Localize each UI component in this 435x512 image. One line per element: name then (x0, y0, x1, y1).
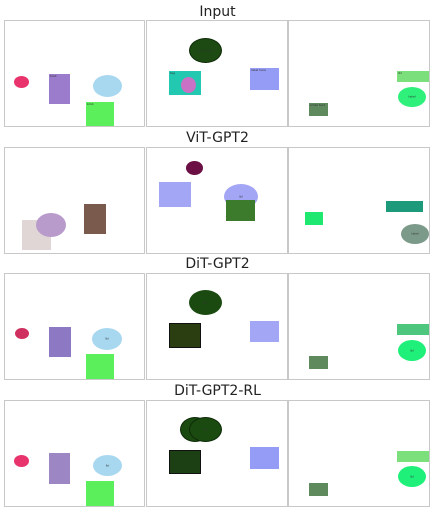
ellipse-shape (181, 77, 196, 93)
rectangle-shape (49, 453, 70, 484)
ellipse-shape (14, 76, 29, 88)
rectangle-shape (86, 481, 114, 506)
rectangle-shape (250, 321, 279, 342)
rectangle-shape (309, 356, 328, 369)
ellipse-shape: lbl (398, 340, 426, 361)
ellipse-shape: lbl (92, 328, 122, 350)
shape-label: label here (251, 68, 266, 72)
ellipse-shape: lbl (189, 417, 222, 442)
shape-label: label (411, 231, 419, 236)
rectangle-shape (250, 447, 279, 469)
ellipse-shape (186, 161, 203, 175)
rectangle-shape (169, 323, 201, 348)
rectangle-shape: label here (250, 68, 279, 90)
rectangle-shape (86, 354, 114, 379)
rectangle-shape: blob (49, 74, 70, 104)
rectangle-shape: lbl (397, 71, 429, 82)
rectangle-shape (159, 182, 191, 207)
ellipse-shape: label (401, 224, 429, 244)
rectangle-shape (397, 324, 429, 335)
panel-row1-col1: blob blob (4, 20, 145, 127)
shape-label: tag (170, 71, 175, 75)
ellipse-shape: lbl (93, 455, 122, 476)
panel-row4-col3: lbl (288, 400, 430, 507)
shape-label: label (408, 94, 416, 99)
shape-label: lbl (410, 474, 414, 478)
shape-label: blob (50, 74, 57, 78)
row-title-dit-gpt2-rl: DiT-GPT2-RL (174, 383, 261, 399)
shape-label: lbl (239, 194, 243, 198)
shape-label: small text (310, 103, 325, 107)
rectangle-shape: blob (86, 102, 114, 126)
rectangle-shape (84, 204, 106, 234)
ellipse-shape: lbl (398, 466, 426, 487)
rectangle-shape (169, 450, 201, 474)
shape-label: lbl (410, 348, 414, 352)
row-title-dit-gpt2: DiT-GPT2 (185, 256, 250, 272)
shape-label: lbl (105, 463, 110, 467)
rectangle-shape (49, 327, 71, 357)
ellipse-shape (15, 328, 29, 339)
shape-label: blob (87, 102, 94, 106)
panel-row1-col3: lbl label small text (288, 20, 430, 127)
ellipse-shape (36, 213, 66, 237)
panel-row4-col2: lbl (146, 400, 288, 507)
rectangle-shape: small text (309, 103, 328, 116)
ellipse-shape (93, 75, 122, 97)
row-title-input: Input (199, 4, 236, 20)
ellipse-shape (14, 455, 29, 467)
rectangle-shape (386, 201, 423, 212)
shape-label: lbl (105, 336, 109, 341)
rectangle-shape (226, 200, 255, 221)
shape-label: word here (197, 48, 214, 52)
row-title-vit-gpt2: ViT-GPT2 (186, 130, 249, 146)
shape-label: lbl (398, 71, 402, 75)
rectangle-shape (397, 451, 429, 462)
rectangle-shape (305, 212, 323, 225)
panel-row3-col1: lbl (4, 273, 145, 380)
ellipse-shape: word here (189, 38, 222, 63)
shape-label: lbl (203, 300, 208, 304)
panel-row3-col3: lbl (288, 273, 430, 380)
panel-row2-col2: lbl (146, 147, 288, 254)
panel-row1-col2: word here tag label here (146, 20, 288, 127)
panel-row2-col3: label (288, 147, 430, 254)
ellipse-shape: label (398, 87, 426, 107)
panel-row3-col2: lbl (146, 273, 288, 380)
panel-row2-col1 (4, 147, 145, 254)
shape-label: lbl (203, 427, 208, 431)
panel-row4-col1: lbl (4, 400, 145, 507)
ellipse-shape: lbl (189, 290, 222, 315)
rectangle-shape (309, 483, 328, 496)
